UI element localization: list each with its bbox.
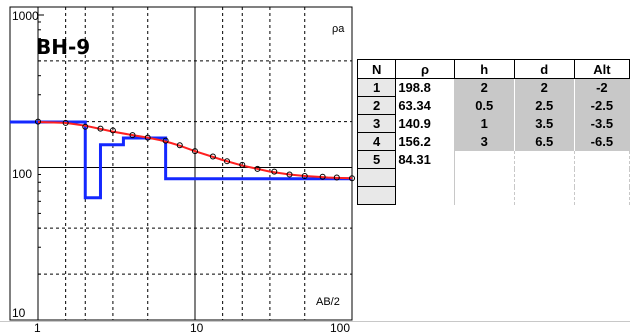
x-axis-label: AB/2 [316, 296, 340, 308]
x-tick-label-10: 10 [190, 321, 204, 335]
observed-point [97, 125, 104, 132]
layer-table[interactable]: N ρ h d Alt 1 198.8 2 2 -2 2 63.34 0.5 2.5 -2.5 3 1… [356, 59, 630, 205]
observed-point [129, 132, 136, 139]
table-row[interactable]: 2 63.34 0.5 2.5 -2.5 [356, 96, 630, 115]
cell-rho[interactable]: 140.9 [395, 114, 455, 133]
cell-d[interactable] [514, 168, 575, 187]
fitted-curve [37, 120, 353, 180]
observed-point [209, 153, 216, 160]
observed-points [35, 118, 355, 182]
y-axis-label: ρa [332, 23, 345, 35]
cell-n[interactable]: 5 [356, 150, 397, 169]
y-tick-label-1000: 1000 [12, 9, 39, 23]
cell-n[interactable]: 4 [356, 132, 397, 151]
cell-n[interactable]: 2 [356, 96, 397, 115]
bottom-divider [0, 321, 630, 322]
observed-point [162, 137, 169, 144]
col-header-alt[interactable]: Alt [573, 59, 630, 79]
cell-n[interactable] [356, 186, 397, 205]
col-header-d[interactable]: d [513, 59, 575, 79]
cell-h[interactable] [454, 150, 515, 169]
cell-alt[interactable]: -2 [574, 78, 630, 97]
x-tick-label-100: 100 [330, 321, 350, 335]
observed-point [192, 148, 198, 155]
y-tick-label-10: 10 [12, 306, 26, 320]
observed-point [109, 127, 116, 134]
cell-rho[interactable]: 156.2 [395, 132, 455, 151]
observed-point [254, 165, 261, 172]
cell-alt[interactable]: -2.5 [574, 96, 630, 115]
cell-d[interactable] [514, 150, 575, 169]
cell-rho[interactable]: 84.31 [395, 150, 455, 169]
observed-point [82, 123, 89, 130]
cell-h[interactable]: 0.5 [454, 96, 515, 115]
tick-marks [37, 7, 44, 321]
cell-d[interactable]: 6.5 [514, 132, 575, 151]
x-tick-label-1: 1 [34, 321, 41, 335]
cell-n[interactable] [356, 168, 397, 187]
cell-n[interactable]: 1 [356, 78, 397, 97]
cell-alt[interactable] [574, 150, 630, 169]
cell-d[interactable]: 3.5 [514, 114, 575, 133]
table-row[interactable]: 3 140.9 1 3.5 -3.5 [356, 114, 630, 133]
table-row[interactable]: 4 156.2 3 6.5 -6.5 [356, 132, 630, 151]
cell-h[interactable]: 1 [454, 114, 515, 133]
observed-point [286, 171, 293, 178]
cell-alt[interactable] [574, 186, 630, 205]
observed-point [176, 142, 183, 149]
observed-point [301, 172, 308, 179]
layer-model-line [10, 120, 352, 200]
cell-rho[interactable]: 63.34 [395, 96, 455, 115]
cell-d[interactable] [514, 186, 575, 205]
observed-point [271, 168, 278, 175]
col-header-n[interactable]: N [356, 59, 397, 79]
table-row[interactable] [356, 168, 630, 187]
cell-rho[interactable]: 198.8 [395, 78, 455, 97]
table-row[interactable]: 5 84.31 [356, 150, 630, 169]
observed-point [239, 161, 246, 168]
observed-point [349, 175, 355, 182]
observed-point [35, 118, 41, 125]
cell-alt[interactable] [574, 168, 630, 187]
sounding-plot[interactable]: BH-9 ρa AB/2 1000 100 10 1 10 100 [0, 0, 356, 336]
cell-n[interactable]: 3 [356, 114, 397, 133]
table-row[interactable] [356, 186, 630, 205]
observed-point [224, 158, 231, 165]
observed-point [62, 119, 69, 126]
cell-alt[interactable]: -3.5 [574, 114, 630, 133]
observed-point [319, 173, 326, 180]
table-row[interactable]: 1 198.8 2 2 -2 [356, 78, 630, 97]
cell-d[interactable]: 2.5 [514, 96, 575, 115]
cell-h[interactable] [454, 186, 515, 205]
cell-alt[interactable]: -6.5 [574, 132, 630, 151]
col-header-h[interactable]: h [453, 59, 515, 79]
y-tick-label-100: 100 [12, 167, 32, 181]
observed-point [333, 174, 340, 181]
cell-d[interactable]: 2 [514, 78, 575, 97]
cell-rho[interactable] [395, 186, 455, 205]
cell-h[interactable]: 2 [454, 78, 515, 97]
plot-frame [9, 6, 353, 321]
observed-point [144, 134, 151, 141]
cell-rho[interactable] [395, 168, 455, 187]
cell-h[interactable]: 3 [454, 132, 515, 151]
cell-h[interactable] [454, 168, 515, 187]
plot-title: BH-9 [36, 35, 90, 59]
col-header-rho[interactable]: ρ [395, 59, 455, 79]
